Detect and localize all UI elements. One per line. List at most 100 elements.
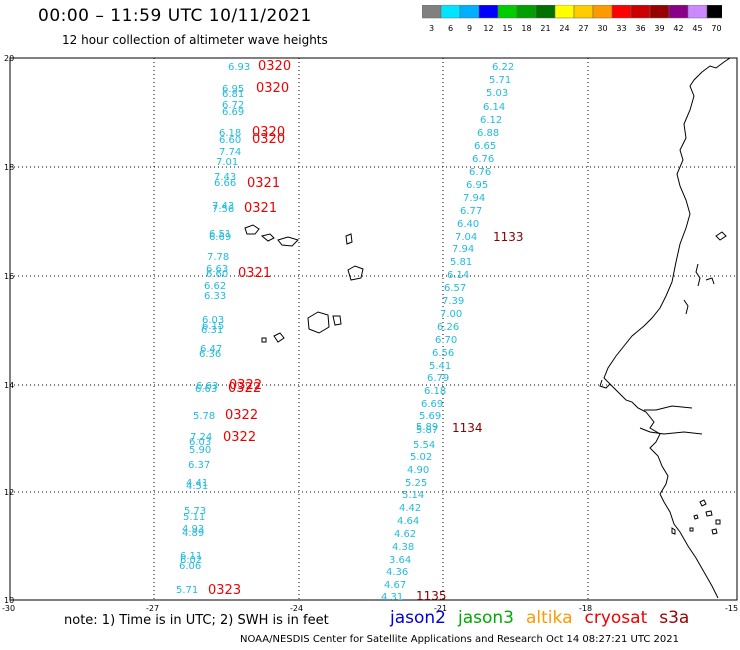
- color-scale-label: 70: [711, 24, 721, 33]
- lon-label: -18: [579, 604, 592, 613]
- lon-label: -21: [434, 604, 447, 613]
- lat-label: 20: [4, 54, 14, 63]
- color-scale-label: 33: [616, 24, 626, 33]
- wave-height-label: 7.78: [207, 252, 229, 263]
- wave-height-label: 6.69: [209, 232, 231, 243]
- color-scale-label: 24: [559, 24, 569, 33]
- wave-height-label: 5.90: [189, 445, 211, 456]
- inland-water: [639, 231, 727, 435]
- wave-height-label: 6.18: [424, 386, 446, 397]
- wave-height-label: 4.51: [186, 481, 208, 492]
- map-frame: [9, 57, 738, 601]
- wave-height-label: 6.11: [180, 551, 202, 562]
- african-coastline: [599, 57, 737, 599]
- pass-time-label: 0320: [252, 132, 285, 147]
- wave-height-label: 6.95: [466, 180, 488, 191]
- wave-height-label: 6.14: [483, 102, 505, 113]
- wave-height-label: 6.06: [179, 561, 201, 572]
- color-scale-label: 9: [467, 24, 472, 33]
- lat-label: 10: [4, 596, 14, 605]
- wave-height-label: 6.12: [480, 115, 502, 126]
- wave-height-label: 6.36: [199, 349, 221, 360]
- wave-height-label: 6.03: [202, 315, 224, 326]
- pass-time-label: 0321: [247, 176, 280, 191]
- lon-label: -24: [290, 604, 303, 613]
- pass-time-label: 0320: [252, 125, 285, 140]
- legend-altika: altika: [526, 608, 573, 628]
- lat-label: 18: [4, 163, 14, 172]
- map-subtitle: 12 hour collection of altimeter wave hei…: [62, 33, 328, 47]
- wave-height-label: 6.60: [206, 269, 228, 280]
- wave-height-label: 6.02: [180, 555, 202, 566]
- wave-height-label: 6.22: [492, 62, 514, 73]
- wave-height-label: 5.11: [183, 512, 205, 523]
- color-scale-label: 39: [654, 24, 664, 33]
- color-scale-label: 6: [448, 24, 453, 33]
- color-swatch: [706, 5, 722, 19]
- bijagos-islands: [689, 499, 721, 535]
- footer-note: note: 1) Time is in UTC; 2) SWH is in fe…: [64, 613, 329, 628]
- wave-height-label: 6.63: [196, 381, 218, 392]
- wave-height-label: 5.69: [419, 411, 441, 422]
- wave-height-label: 6.26: [437, 322, 459, 333]
- wave-height-label: 6.60: [219, 135, 241, 146]
- pass-time-label: 0322: [229, 378, 262, 393]
- wave-height-label: 6.31: [201, 325, 223, 336]
- wave-height-label: 5.89: [416, 422, 438, 433]
- wave-height-label: 5.02: [410, 452, 432, 463]
- wave-height-label: 7.56: [212, 204, 234, 215]
- wave-height-label: 6.72: [222, 100, 244, 111]
- wave-height-label: 4.89: [182, 528, 204, 539]
- legend-s3a: s3a: [659, 608, 690, 628]
- wave-height-label: 7.24: [190, 432, 212, 443]
- wave-height-label: 4.90: [407, 465, 429, 476]
- wave-height-label: 6.88: [477, 128, 499, 139]
- wave-height-label: 6.15: [202, 321, 224, 332]
- wave-height-label: 7.04: [455, 232, 477, 243]
- west-track-wave-heights: 6.936.956.816.726.696.186.607.747.017.43…: [176, 62, 250, 596]
- wave-height-label: 7.39: [442, 296, 464, 307]
- wave-height-label: 5.54: [413, 440, 435, 451]
- lon-label: -30: [2, 604, 15, 613]
- wave-height-label: 5.41: [429, 361, 451, 372]
- wave-height-label: 5.03: [486, 88, 508, 99]
- east-track-times: 1133 1134 1135: [416, 230, 524, 603]
- wave-height-label: 5.73: [184, 506, 206, 517]
- wave-height-label: 6.40: [457, 219, 479, 230]
- wave-height-label: 5.78: [193, 411, 215, 422]
- wave-height-label: 6.33: [204, 291, 226, 302]
- pass-time-label: 0320: [258, 59, 291, 74]
- wave-height-label: 6.66: [214, 178, 236, 189]
- wave-height-label: 7.94: [463, 193, 485, 204]
- wave-height-label: 6.76: [472, 154, 494, 165]
- west-track-times: 0320032003200320032103210321032203220322…: [208, 59, 291, 598]
- wave-height-label: 6.14: [447, 270, 469, 281]
- wave-height-label: 6.69: [421, 399, 443, 410]
- wave-height-label: 6.65: [474, 141, 496, 152]
- wave-height-label: 4.93: [182, 524, 204, 535]
- pass-time-label: 1135: [416, 589, 447, 603]
- color-scale-label: 27: [578, 24, 588, 33]
- wave-height-label: 7.94: [452, 244, 474, 255]
- wave-height-label: 5.71: [176, 585, 198, 596]
- pass-time-label: 0323: [208, 583, 241, 598]
- color-scale-label: 45: [692, 24, 702, 33]
- wave-height-label: 7.43: [214, 172, 236, 183]
- wave-height-label: 5.71: [489, 75, 511, 86]
- wave-height-label: 4.67: [384, 580, 406, 591]
- legend-jason2: jason2: [390, 608, 446, 628]
- lon-label: -15: [725, 604, 738, 613]
- pass-time-label: 0321: [244, 201, 277, 216]
- wave-height-label: 6.37: [188, 460, 210, 471]
- lat-label: 12: [4, 488, 14, 497]
- pass-time-label: 1134: [452, 421, 483, 435]
- wave-height-label: 5.25: [405, 478, 427, 489]
- wave-height-label: 4.36: [386, 567, 408, 578]
- wave-height-label: 6.93: [228, 62, 250, 73]
- wave-height-label: 5.87: [416, 425, 438, 436]
- wave-height-label: 4.62: [394, 529, 416, 540]
- color-scale-label: 18: [521, 24, 531, 33]
- map-title: 00:00 – 11:59 UTC 10/11/2021: [38, 6, 312, 26]
- lat-lon-grid: [10, 58, 737, 600]
